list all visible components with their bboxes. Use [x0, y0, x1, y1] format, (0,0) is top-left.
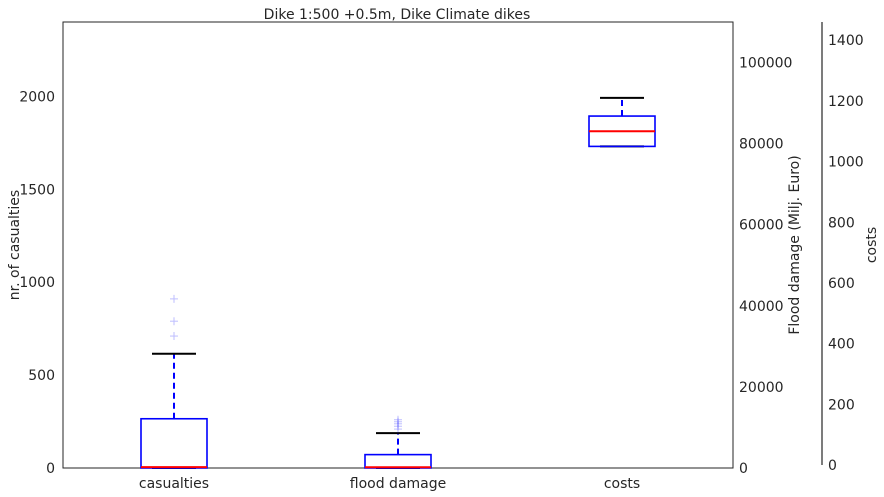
outlier-marker	[394, 422, 402, 431]
category-tick-label: costs	[604, 476, 640, 492]
outer-axis-tick-label: 200	[828, 397, 855, 413]
left-axis-tick-label: 0	[46, 461, 55, 477]
right-axis-label: Flood damage (Milj. Euro)	[787, 155, 803, 334]
outer-axis-tick-label: 800	[828, 215, 855, 231]
category-tick-labels: casualties flood damage costs	[139, 476, 640, 492]
category-tick-label: casualties	[139, 476, 209, 492]
outer-right-axis: 0 200 400 600 800 1000 1200 1400	[821, 22, 864, 474]
outer-axis-tick-label: 0	[828, 458, 837, 474]
category-tick-label: flood damage	[350, 476, 446, 492]
outlier-marker	[170, 332, 178, 341]
outlier-marker	[394, 417, 402, 426]
left-axis: 0 500 1000 1500 2000	[19, 89, 55, 477]
left-axis-tick-label: 500	[28, 368, 55, 384]
left-axis-tick-label: 2000	[19, 89, 55, 105]
box-1	[140, 294, 208, 469]
plot-frame	[62, 21, 734, 469]
outer-axis-label: costs	[864, 227, 880, 263]
left-axis-tick-label: 1500	[19, 182, 55, 198]
outer-axis-tick-label: 1000	[828, 155, 864, 171]
outlier-marker	[170, 294, 178, 303]
left-axis-tick-label: 1000	[19, 275, 55, 291]
right-axis-tick-label: 60000	[739, 218, 784, 234]
right-axis-tick-label: 100000	[739, 56, 792, 72]
iqr-box	[140, 417, 208, 469]
right-axis-tick-label: 40000	[739, 299, 784, 315]
outlier-marker	[170, 317, 178, 326]
boxes-layer	[140, 96, 656, 469]
outer-axis-tick-label: 1200	[828, 94, 864, 110]
right-axis: 0 20000 40000 60000 80000 100000	[739, 56, 792, 477]
box-3	[588, 96, 656, 148]
outlier-marker	[394, 419, 402, 428]
chart-title: Dike 1:500 +0.5m, Dike Climate dikes	[264, 7, 531, 23]
outer-axis-tick-label: 400	[828, 337, 855, 353]
right-axis-tick-label: 20000	[739, 380, 784, 396]
right-axis-tick-label: 0	[739, 461, 748, 477]
outer-axis-tick-label: 600	[828, 276, 855, 292]
outlier-marker	[394, 425, 402, 434]
outer-axis-tick-label: 1400	[828, 33, 864, 49]
right-axis-tick-label: 80000	[739, 137, 784, 153]
outlier-marker	[394, 415, 402, 424]
left-axis-label: nr. of casualties	[7, 190, 23, 300]
iqr-box	[364, 453, 432, 469]
box-2	[364, 415, 432, 469]
